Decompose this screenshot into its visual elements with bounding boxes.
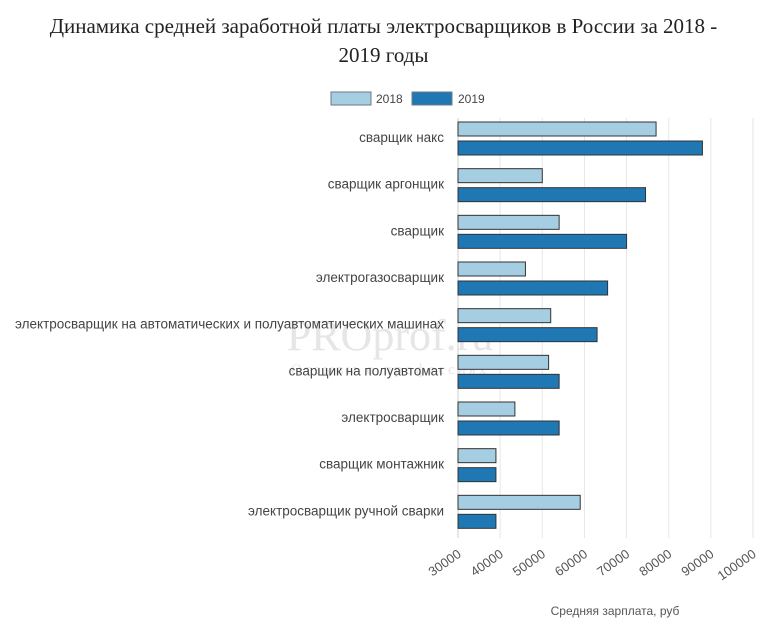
bar-2019-6: [457, 420, 560, 436]
x-axis-ticks: 30000 40000 50000 60000 70000 80000 9000010000…: [425, 546, 758, 583]
category-label: электросварщик: [341, 410, 444, 425]
x-tick-label: 70000: [594, 546, 632, 579]
legend: 2018 2019: [330, 91, 485, 106]
x-tick-label: 50000: [510, 546, 548, 579]
legend-swatch-2018: [330, 91, 372, 106]
bar-2018-3: [457, 261, 526, 277]
bar-2019-5: [457, 373, 560, 389]
bars: [457, 121, 703, 529]
bar-2018-6: [457, 401, 516, 417]
x-tick-label: 40000: [468, 546, 506, 579]
x-tick-label: 100000: [715, 546, 759, 583]
legend-label-2019: 2019: [458, 92, 485, 106]
bar-2019-1: [457, 187, 647, 203]
bar-2019-4: [457, 327, 598, 343]
bar-2019-2: [457, 233, 628, 249]
category-label: электрогазосварщик: [316, 270, 444, 285]
bar-2018-7: [457, 448, 497, 464]
legend-label-2018: 2018: [376, 92, 403, 106]
x-tick-label: 30000: [425, 546, 463, 579]
bar-2018-5: [457, 354, 550, 370]
category-label: сварщик: [391, 223, 444, 238]
x-tick-label: 60000: [552, 546, 590, 579]
x-axis-label: Средняя зарплата, руб: [551, 604, 680, 618]
bar-2018-1: [457, 168, 543, 184]
bar-2018-8: [457, 494, 581, 510]
category-label: электросварщик ручной сварки: [248, 503, 444, 518]
chart-title-line-2: 2019 годы: [338, 43, 429, 67]
category-label: сварщик на полуавтомат: [289, 363, 444, 378]
bar-2018-2: [457, 214, 560, 230]
category-label: сварщик накс: [359, 130, 444, 145]
bar-2019-3: [457, 280, 609, 296]
bar-2018-4: [457, 308, 552, 324]
bar-2019-7: [457, 467, 497, 483]
watermark-subtitle: Отзывы о профессиях: [291, 362, 489, 378]
x-tick-label: 80000: [636, 546, 674, 579]
chart-title-line-1: Динамика средней заработной платы электр…: [49, 14, 718, 38]
chart-title: Динамика средней заработной платы электр…: [0, 12, 767, 70]
bar-2019-0: [457, 140, 703, 156]
category-label: электросварщик на автоматических и полуа…: [15, 317, 444, 332]
legend-swatch-2019: [411, 91, 453, 106]
category-label: сварщик монтажник: [319, 457, 444, 472]
category-labels: сварщик накс сварщик аргонщик сварщик элект…: [15, 130, 444, 518]
category-label: сварщик аргонщик: [328, 177, 444, 192]
x-tick-label: 90000: [678, 546, 716, 579]
bar-2019-8: [457, 513, 497, 529]
bar-2018-0: [457, 121, 657, 137]
